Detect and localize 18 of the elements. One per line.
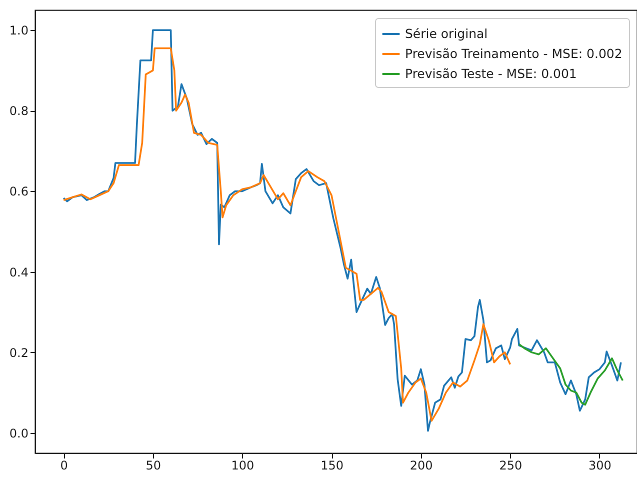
x-tick-label: 200 <box>410 458 433 472</box>
x-tick-label: 300 <box>588 458 612 472</box>
x-tick-label: 150 <box>320 458 344 472</box>
y-tick-label: 0.2 <box>9 346 28 360</box>
y-tick-label: 0.0 <box>9 426 28 440</box>
line-series <box>518 343 624 406</box>
x-tick-label: 250 <box>499 458 522 472</box>
y-tick-label: 0.8 <box>9 104 28 118</box>
x-tick-label: 0 <box>60 458 68 472</box>
y-tick-label: 0.4 <box>9 265 28 280</box>
legend-label: Série original <box>405 26 488 41</box>
line-series <box>62 29 622 432</box>
x-tick-label: 100 <box>231 458 254 472</box>
legend-label: Previsão Treinamento - MSE: 0.002 <box>405 46 622 61</box>
y-tick-label: 1.0 <box>9 24 28 38</box>
x-tick-label: 50 <box>146 458 162 472</box>
legend-label: Previsão Teste - MSE: 0.001 <box>405 66 577 81</box>
y-tick-label: 0.6 <box>9 184 28 199</box>
